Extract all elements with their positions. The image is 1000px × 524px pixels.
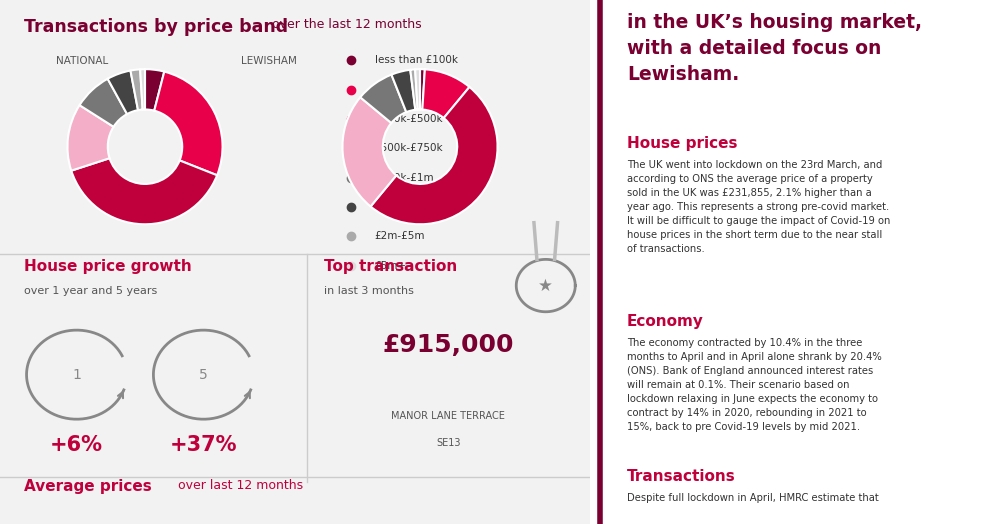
Text: Transactions: Transactions (627, 469, 736, 484)
Text: £915,000: £915,000 (383, 333, 514, 357)
Text: £5m+: £5m+ (375, 260, 407, 271)
Text: Average prices: Average prices (24, 479, 151, 495)
Text: 1: 1 (72, 368, 81, 381)
Wedge shape (154, 72, 223, 175)
Wedge shape (67, 105, 114, 171)
Text: House prices: House prices (627, 136, 737, 151)
Wedge shape (422, 69, 469, 118)
Wedge shape (130, 69, 143, 110)
Text: SE13: SE13 (436, 438, 461, 447)
Wedge shape (108, 71, 138, 114)
Text: over 1 year and 5 years: over 1 year and 5 years (24, 286, 157, 296)
Text: The UK went into lockdown on the 23rd March, and
according to ONS the average pr: The UK went into lockdown on the 23rd Ma… (627, 160, 890, 254)
Wedge shape (145, 69, 164, 111)
Text: in the UK’s housing market,: in the UK’s housing market, (627, 13, 922, 32)
Text: with a detailed focus on: with a detailed focus on (627, 39, 881, 58)
Text: £1m-£2m: £1m-£2m (375, 202, 425, 212)
Text: LEWISHAM: LEWISHAM (241, 56, 296, 66)
Wedge shape (80, 79, 127, 127)
Text: Lewisham.: Lewisham. (627, 66, 739, 84)
Text: £500k-£750k: £500k-£750k (375, 143, 443, 154)
Text: over the last 12 months: over the last 12 months (268, 18, 422, 31)
Wedge shape (420, 69, 425, 110)
Wedge shape (391, 70, 415, 112)
Wedge shape (360, 74, 406, 123)
Text: The economy contracted by 10.4% in the three
months to April and in April alone : The economy contracted by 10.4% in the t… (627, 338, 882, 432)
Wedge shape (71, 158, 217, 224)
Text: +6%: +6% (50, 435, 103, 455)
Text: Transactions by price band: Transactions by price band (24, 18, 288, 36)
Text: less than £100k: less than £100k (375, 55, 458, 66)
Text: in last 3 months: in last 3 months (324, 286, 414, 296)
Wedge shape (140, 69, 145, 110)
Wedge shape (415, 69, 420, 110)
Wedge shape (371, 87, 498, 224)
Text: 5: 5 (199, 368, 208, 381)
Text: NATIONAL: NATIONAL (56, 56, 109, 66)
Wedge shape (410, 69, 418, 110)
Text: £750k-£1m: £750k-£1m (375, 172, 434, 183)
Text: £2m-£5m: £2m-£5m (375, 231, 425, 242)
Text: £100k-£250k: £100k-£250k (375, 84, 443, 95)
Text: Top transaction: Top transaction (324, 259, 458, 275)
Text: Economy: Economy (627, 314, 704, 330)
Text: +37%: +37% (170, 435, 237, 455)
Text: House price growth: House price growth (24, 259, 191, 275)
Text: MANOR LANE TERRACE: MANOR LANE TERRACE (391, 411, 505, 421)
Text: ★: ★ (538, 277, 553, 294)
Wedge shape (342, 97, 396, 206)
Text: £250k-£500k: £250k-£500k (375, 114, 443, 124)
Text: over last 12 months: over last 12 months (174, 479, 303, 493)
Text: Despite full lockdown in April, HMRC estimate that: Despite full lockdown in April, HMRC est… (627, 493, 879, 503)
